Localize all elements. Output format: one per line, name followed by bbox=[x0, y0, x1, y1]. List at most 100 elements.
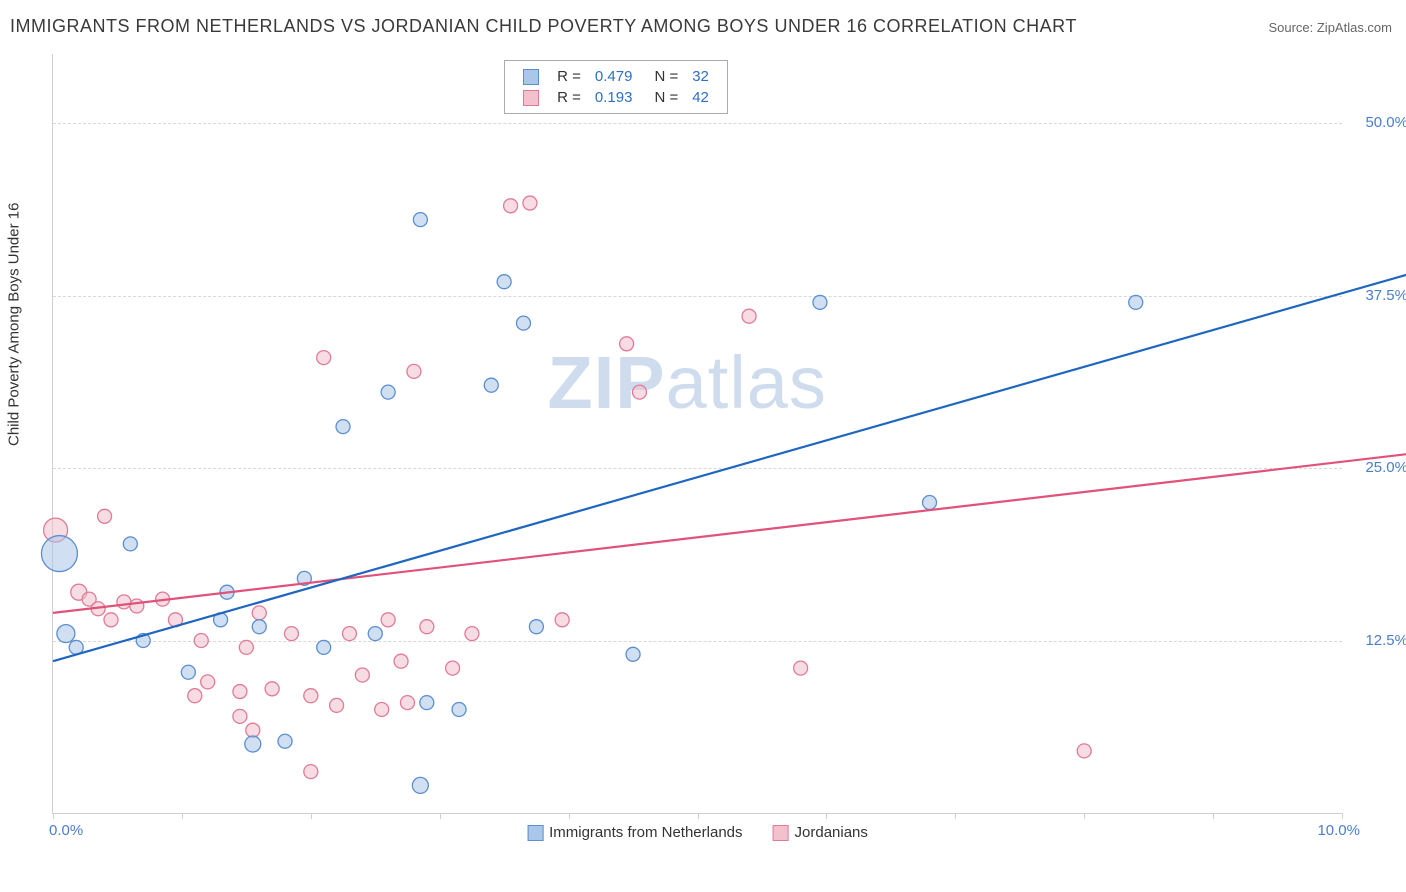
scatter-point-b bbox=[465, 627, 479, 641]
x-tick bbox=[440, 813, 441, 819]
scatter-point-a bbox=[245, 736, 261, 752]
scatter-point-b bbox=[632, 385, 646, 399]
legend-stats: R =0.479N =32R =0.193N =42 bbox=[504, 60, 728, 114]
scatter-point-b bbox=[407, 364, 421, 378]
source-link[interactable]: ZipAtlas.com bbox=[1317, 20, 1392, 35]
scatter-point-b bbox=[233, 685, 247, 699]
scatter-point-b bbox=[420, 620, 434, 634]
scatter-point-b bbox=[523, 196, 537, 210]
scatter-point-b bbox=[742, 309, 756, 323]
chart-svg bbox=[53, 54, 1342, 813]
x-tick bbox=[698, 813, 699, 819]
x-tick bbox=[1213, 813, 1214, 819]
scatter-point-a bbox=[368, 627, 382, 641]
x-tick bbox=[182, 813, 183, 819]
trend-line-a bbox=[53, 275, 1406, 661]
legend-series-label: Immigrants from Netherlands bbox=[549, 824, 742, 841]
x-tick bbox=[826, 813, 827, 819]
x-tick bbox=[955, 813, 956, 819]
scatter-point-b bbox=[252, 606, 266, 620]
scatter-point-b bbox=[304, 689, 318, 703]
legend-swatch bbox=[527, 825, 543, 841]
scatter-point-b bbox=[555, 613, 569, 627]
scatter-point-b bbox=[239, 640, 253, 654]
scatter-point-b bbox=[246, 723, 260, 737]
scatter-point-b bbox=[504, 199, 518, 213]
scatter-point-a bbox=[497, 275, 511, 289]
scatter-point-a bbox=[317, 640, 331, 654]
x-tick bbox=[311, 813, 312, 819]
scatter-point-b bbox=[130, 599, 144, 613]
scatter-point-b bbox=[1077, 744, 1091, 758]
scatter-point-a bbox=[1129, 295, 1143, 309]
scatter-point-a bbox=[923, 496, 937, 510]
legend-swatch bbox=[523, 69, 539, 85]
scatter-point-b bbox=[233, 709, 247, 723]
source-attribution: Source: ZipAtlas.com bbox=[1268, 20, 1392, 35]
legend-series: Immigrants from Netherlands Jordanians bbox=[527, 824, 868, 841]
y-tick-label: 25.0% bbox=[1348, 459, 1406, 476]
x-tick bbox=[53, 813, 54, 819]
scatter-point-b bbox=[265, 682, 279, 696]
legend-r-label: R = bbox=[551, 88, 587, 107]
scatter-point-a bbox=[41, 536, 77, 572]
x-axis-min-label: 0.0% bbox=[49, 822, 83, 839]
legend-series-label: Jordanians bbox=[795, 824, 868, 841]
scatter-point-a bbox=[452, 703, 466, 717]
legend-stats-row: R =0.479N =32 bbox=[517, 67, 715, 86]
scatter-point-b bbox=[381, 613, 395, 627]
legend-n-label: N = bbox=[640, 88, 684, 107]
scatter-point-a bbox=[252, 620, 266, 634]
scatter-point-a bbox=[381, 385, 395, 399]
scatter-point-b bbox=[794, 661, 808, 675]
scatter-point-a bbox=[420, 696, 434, 710]
scatter-point-a bbox=[484, 378, 498, 392]
y-tick-label: 50.0% bbox=[1348, 114, 1406, 131]
legend-stats-row: R =0.193N =42 bbox=[517, 88, 715, 107]
scatter-point-b bbox=[355, 668, 369, 682]
scatter-point-b bbox=[317, 351, 331, 365]
legend-r-value: 0.193 bbox=[589, 88, 639, 107]
scatter-point-a bbox=[181, 665, 195, 679]
scatter-point-a bbox=[813, 295, 827, 309]
scatter-point-b bbox=[201, 675, 215, 689]
scatter-point-a bbox=[123, 537, 137, 551]
scatter-point-a bbox=[336, 420, 350, 434]
legend-n-value: 42 bbox=[686, 88, 715, 107]
legend-stats-table: R =0.479N =32R =0.193N =42 bbox=[515, 65, 717, 109]
scatter-point-b bbox=[98, 509, 112, 523]
scatter-point-b bbox=[620, 337, 634, 351]
legend-series-item: Immigrants from Netherlands bbox=[527, 824, 742, 841]
scatter-point-b bbox=[394, 654, 408, 668]
legend-swatch bbox=[773, 825, 789, 841]
scatter-point-a bbox=[626, 647, 640, 661]
scatter-point-b bbox=[400, 696, 414, 710]
chart-title: IMMIGRANTS FROM NETHERLANDS VS JORDANIAN… bbox=[10, 16, 1077, 37]
scatter-point-b bbox=[104, 613, 118, 627]
scatter-point-b bbox=[194, 634, 208, 648]
scatter-point-b bbox=[188, 689, 202, 703]
x-axis-max-label: 10.0% bbox=[1317, 822, 1360, 839]
scatter-point-a bbox=[57, 625, 75, 643]
scatter-point-a bbox=[278, 734, 292, 748]
y-axis-title: Child Poverty Among Boys Under 16 bbox=[6, 203, 23, 446]
scatter-point-b bbox=[117, 595, 131, 609]
scatter-point-b bbox=[330, 698, 344, 712]
legend-series-item: Jordanians bbox=[773, 824, 868, 841]
legend-n-label: N = bbox=[640, 67, 684, 86]
plot-area: 12.5%25.0%37.5%50.0% 0.0% 10.0% ZIPatlas… bbox=[52, 54, 1342, 814]
scatter-point-b bbox=[446, 661, 460, 675]
x-tick bbox=[1084, 813, 1085, 819]
scatter-point-b bbox=[342, 627, 356, 641]
scatter-point-a bbox=[413, 213, 427, 227]
scatter-point-a bbox=[529, 620, 543, 634]
x-tick bbox=[1342, 813, 1343, 819]
scatter-point-b bbox=[375, 703, 389, 717]
legend-r-label: R = bbox=[551, 67, 587, 86]
x-tick bbox=[569, 813, 570, 819]
chart-page: IMMIGRANTS FROM NETHERLANDS VS JORDANIAN… bbox=[0, 0, 1406, 892]
legend-swatch bbox=[523, 90, 539, 106]
legend-r-value: 0.479 bbox=[589, 67, 639, 86]
y-tick-label: 12.5% bbox=[1348, 632, 1406, 649]
trend-line-b bbox=[53, 454, 1406, 613]
